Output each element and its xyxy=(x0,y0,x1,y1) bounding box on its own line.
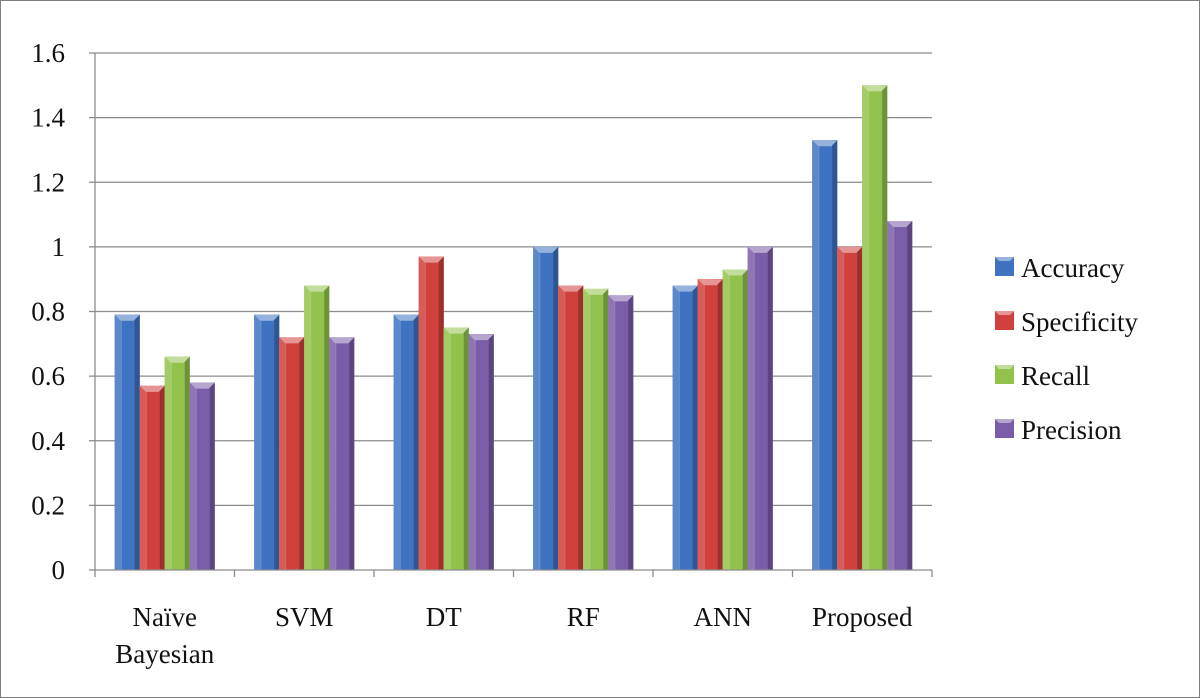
legend-item-precision: Precision xyxy=(995,415,1122,445)
bar-precision xyxy=(887,221,913,570)
bar-precision xyxy=(747,246,773,570)
y-axis-ticks: 0 0.2 0.4 0.6 0.8 1 1.2 1.4 1.6 xyxy=(31,38,95,585)
legend-label: Recall xyxy=(1021,361,1090,391)
bar-recall xyxy=(722,269,748,570)
bar-accuracy xyxy=(533,246,559,570)
legend-item-recall: Recall xyxy=(995,361,1090,391)
legend-label: Specificity xyxy=(1021,307,1138,337)
legend-swatch xyxy=(995,257,1014,276)
bar-recall xyxy=(583,288,609,570)
y-tick-label: 1.2 xyxy=(31,167,65,197)
legend-swatch xyxy=(995,311,1014,330)
bar-precision xyxy=(468,334,494,570)
x-category-label: Proposed xyxy=(812,602,913,632)
legend-item-accuracy: Accuracy xyxy=(995,253,1125,283)
x-category-label: ANN xyxy=(694,602,753,632)
y-tick-label: 1.6 xyxy=(31,38,65,68)
legend-label: Precision xyxy=(1021,415,1122,445)
y-tick-label: 0 xyxy=(52,555,66,585)
bar-accuracy xyxy=(393,314,419,570)
bar-accuracy xyxy=(812,140,838,570)
legend-swatch xyxy=(995,365,1014,384)
bar-accuracy xyxy=(114,314,140,570)
x-axis-categories: Naïve Bayesian SVM DT RF ANN Proposed xyxy=(115,602,913,669)
bar-specificity xyxy=(418,256,444,570)
y-tick-label: 0.4 xyxy=(31,426,65,456)
y-tick-label: 1.4 xyxy=(31,103,65,133)
y-tick-label: 0.6 xyxy=(31,361,65,391)
x-category-label: Naïve xyxy=(133,602,197,632)
bar-recall xyxy=(304,285,330,570)
bar-precision xyxy=(608,295,634,570)
x-category-label: RF xyxy=(567,602,600,632)
bar-specificity xyxy=(837,246,863,570)
bar-specificity xyxy=(697,279,723,570)
bar-accuracy xyxy=(254,314,280,570)
bar-accuracy xyxy=(672,285,698,570)
y-tick-label: 0.8 xyxy=(31,297,65,327)
bar-specificity xyxy=(279,337,305,570)
bar-precision xyxy=(189,382,215,570)
x-category-label: SVM xyxy=(275,602,334,632)
legend-item-specificity: Specificity xyxy=(995,307,1138,337)
y-tick-label: 1 xyxy=(52,232,66,262)
axes xyxy=(94,53,933,577)
y-tick-label: 0.2 xyxy=(31,490,65,520)
bar-recall xyxy=(443,327,469,570)
bars xyxy=(114,85,913,570)
bar-recall xyxy=(164,356,190,570)
bar-specificity xyxy=(558,285,584,570)
legend: Accuracy Specificity Recall Precision xyxy=(995,253,1138,445)
bar-precision xyxy=(329,337,355,570)
bar-recall xyxy=(862,85,888,570)
x-category-label: Bayesian xyxy=(115,639,214,669)
gridlines xyxy=(95,52,932,507)
legend-label: Accuracy xyxy=(1021,253,1125,283)
x-category-label: DT xyxy=(426,602,462,632)
legend-swatch xyxy=(995,419,1014,438)
bar-specificity xyxy=(139,385,165,570)
